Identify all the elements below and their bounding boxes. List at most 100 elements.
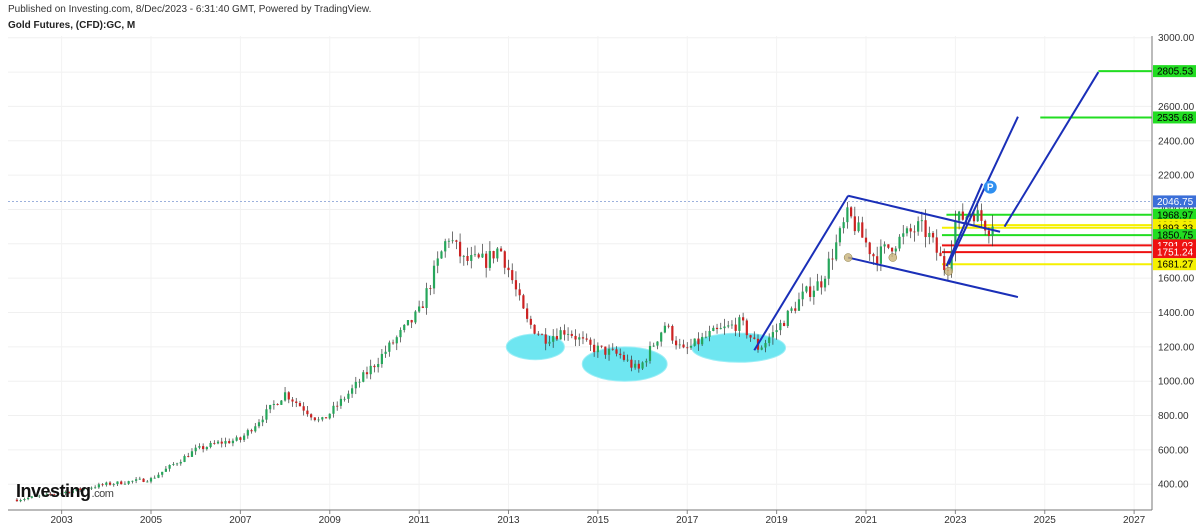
bear-candle xyxy=(526,308,529,319)
bull-candle xyxy=(451,240,454,242)
bear-candle xyxy=(984,220,987,231)
bull-candle xyxy=(27,497,30,500)
investing-logo: Investing.com xyxy=(16,481,114,502)
bear-candle xyxy=(749,335,752,338)
price-badge xyxy=(1153,111,1196,124)
x-tick-label: 2015 xyxy=(587,515,610,526)
price-badge xyxy=(1153,65,1196,78)
bull-candle xyxy=(90,487,93,489)
bull-candle xyxy=(153,477,156,479)
bear-candle xyxy=(514,280,518,290)
bull-candle xyxy=(902,233,905,237)
price-badges: 2805.532535.681968.971908.891893.331850.… xyxy=(1153,65,1196,271)
trend-line xyxy=(847,256,1019,299)
bear-candle xyxy=(511,270,514,281)
bull-candle xyxy=(645,360,648,363)
bull-candle xyxy=(607,348,611,355)
bear-candle xyxy=(67,491,71,493)
bull-candle xyxy=(823,278,827,288)
bull-candle xyxy=(283,392,287,401)
chart-grid xyxy=(8,36,1152,510)
bear-candle xyxy=(15,499,19,502)
bull-candle xyxy=(254,426,257,432)
bull-candle xyxy=(678,344,681,346)
bull-candle xyxy=(488,251,491,268)
bull-candle xyxy=(626,359,629,361)
y-tick-label: 3000.00 xyxy=(1158,33,1195,44)
bear-candle xyxy=(850,207,853,217)
bull-candle xyxy=(384,351,387,354)
bull-candle xyxy=(857,222,860,232)
x-tick-label: 2027 xyxy=(1123,515,1146,526)
bull-candle xyxy=(328,413,331,419)
bear-candle xyxy=(429,288,432,289)
bull-candle xyxy=(652,345,655,347)
trend-line xyxy=(947,116,1019,265)
pivot-dot xyxy=(944,267,953,276)
bear-candle xyxy=(306,410,309,415)
bear-candle xyxy=(79,488,82,490)
bull-candle xyxy=(790,308,793,311)
price-badge-label: 1968.97 xyxy=(1157,210,1194,221)
bull-candle xyxy=(496,248,499,259)
bull-candle xyxy=(209,442,212,448)
pivot-dot xyxy=(888,253,898,262)
bear-candle xyxy=(861,222,864,238)
bull-candle xyxy=(957,211,961,221)
bear-candle xyxy=(682,344,685,348)
bear-candle xyxy=(485,253,488,268)
bull-candle xyxy=(183,456,186,462)
x-tick-label: 2011 xyxy=(408,515,430,526)
bull-candle xyxy=(779,323,782,331)
bear-candle xyxy=(142,478,145,482)
bear-candle xyxy=(864,237,868,243)
bear-candle xyxy=(831,258,834,260)
bear-candle xyxy=(604,346,607,355)
support-ellipse xyxy=(581,346,668,382)
bear-candle xyxy=(220,441,223,444)
price-badge-label: 1893.33 xyxy=(1157,223,1194,234)
bull-candle xyxy=(566,333,570,335)
bull-candle xyxy=(436,258,439,266)
bull-candle xyxy=(552,336,555,342)
x-tick-label: 2019 xyxy=(766,515,789,526)
bull-candle xyxy=(131,480,134,482)
pivot-dot xyxy=(843,253,853,262)
bull-candle xyxy=(883,244,886,247)
bull-candle xyxy=(838,228,842,243)
bull-candle xyxy=(447,240,451,242)
bear-candle xyxy=(466,255,469,261)
y-tick-label: 600.00 xyxy=(1158,445,1189,456)
bull-candle xyxy=(641,362,644,369)
bear-candle xyxy=(876,256,879,264)
bear-candle xyxy=(313,417,316,421)
x-tick-label: 2013 xyxy=(497,515,520,526)
x-tick-label: 2003 xyxy=(51,515,74,526)
bear-candle xyxy=(537,333,540,335)
bull-candle xyxy=(719,328,722,330)
bull-candle xyxy=(161,471,164,475)
chart-decorations xyxy=(8,70,1152,382)
price-badge xyxy=(1153,246,1196,259)
bull-candle xyxy=(760,347,763,350)
trend-line xyxy=(753,195,849,351)
bull-candle xyxy=(216,441,220,444)
y-tick-label: 2200.00 xyxy=(1158,171,1195,182)
bull-candle xyxy=(257,422,261,427)
bear-candle xyxy=(697,338,700,345)
bear-candle xyxy=(302,406,305,411)
bear-candle xyxy=(943,256,946,271)
bear-candle xyxy=(924,220,927,238)
bull-candle xyxy=(656,341,659,346)
bull-candle xyxy=(708,331,711,337)
bull-candle xyxy=(704,336,707,338)
bull-candle xyxy=(350,388,354,394)
bull-candle xyxy=(179,461,182,464)
price-badge xyxy=(1153,208,1196,221)
bear-candle xyxy=(674,340,678,346)
bull-candle xyxy=(548,341,551,344)
bear-candle xyxy=(563,330,566,335)
bull-candle xyxy=(786,310,789,326)
bear-candle xyxy=(477,254,480,258)
bull-candle xyxy=(775,330,778,333)
